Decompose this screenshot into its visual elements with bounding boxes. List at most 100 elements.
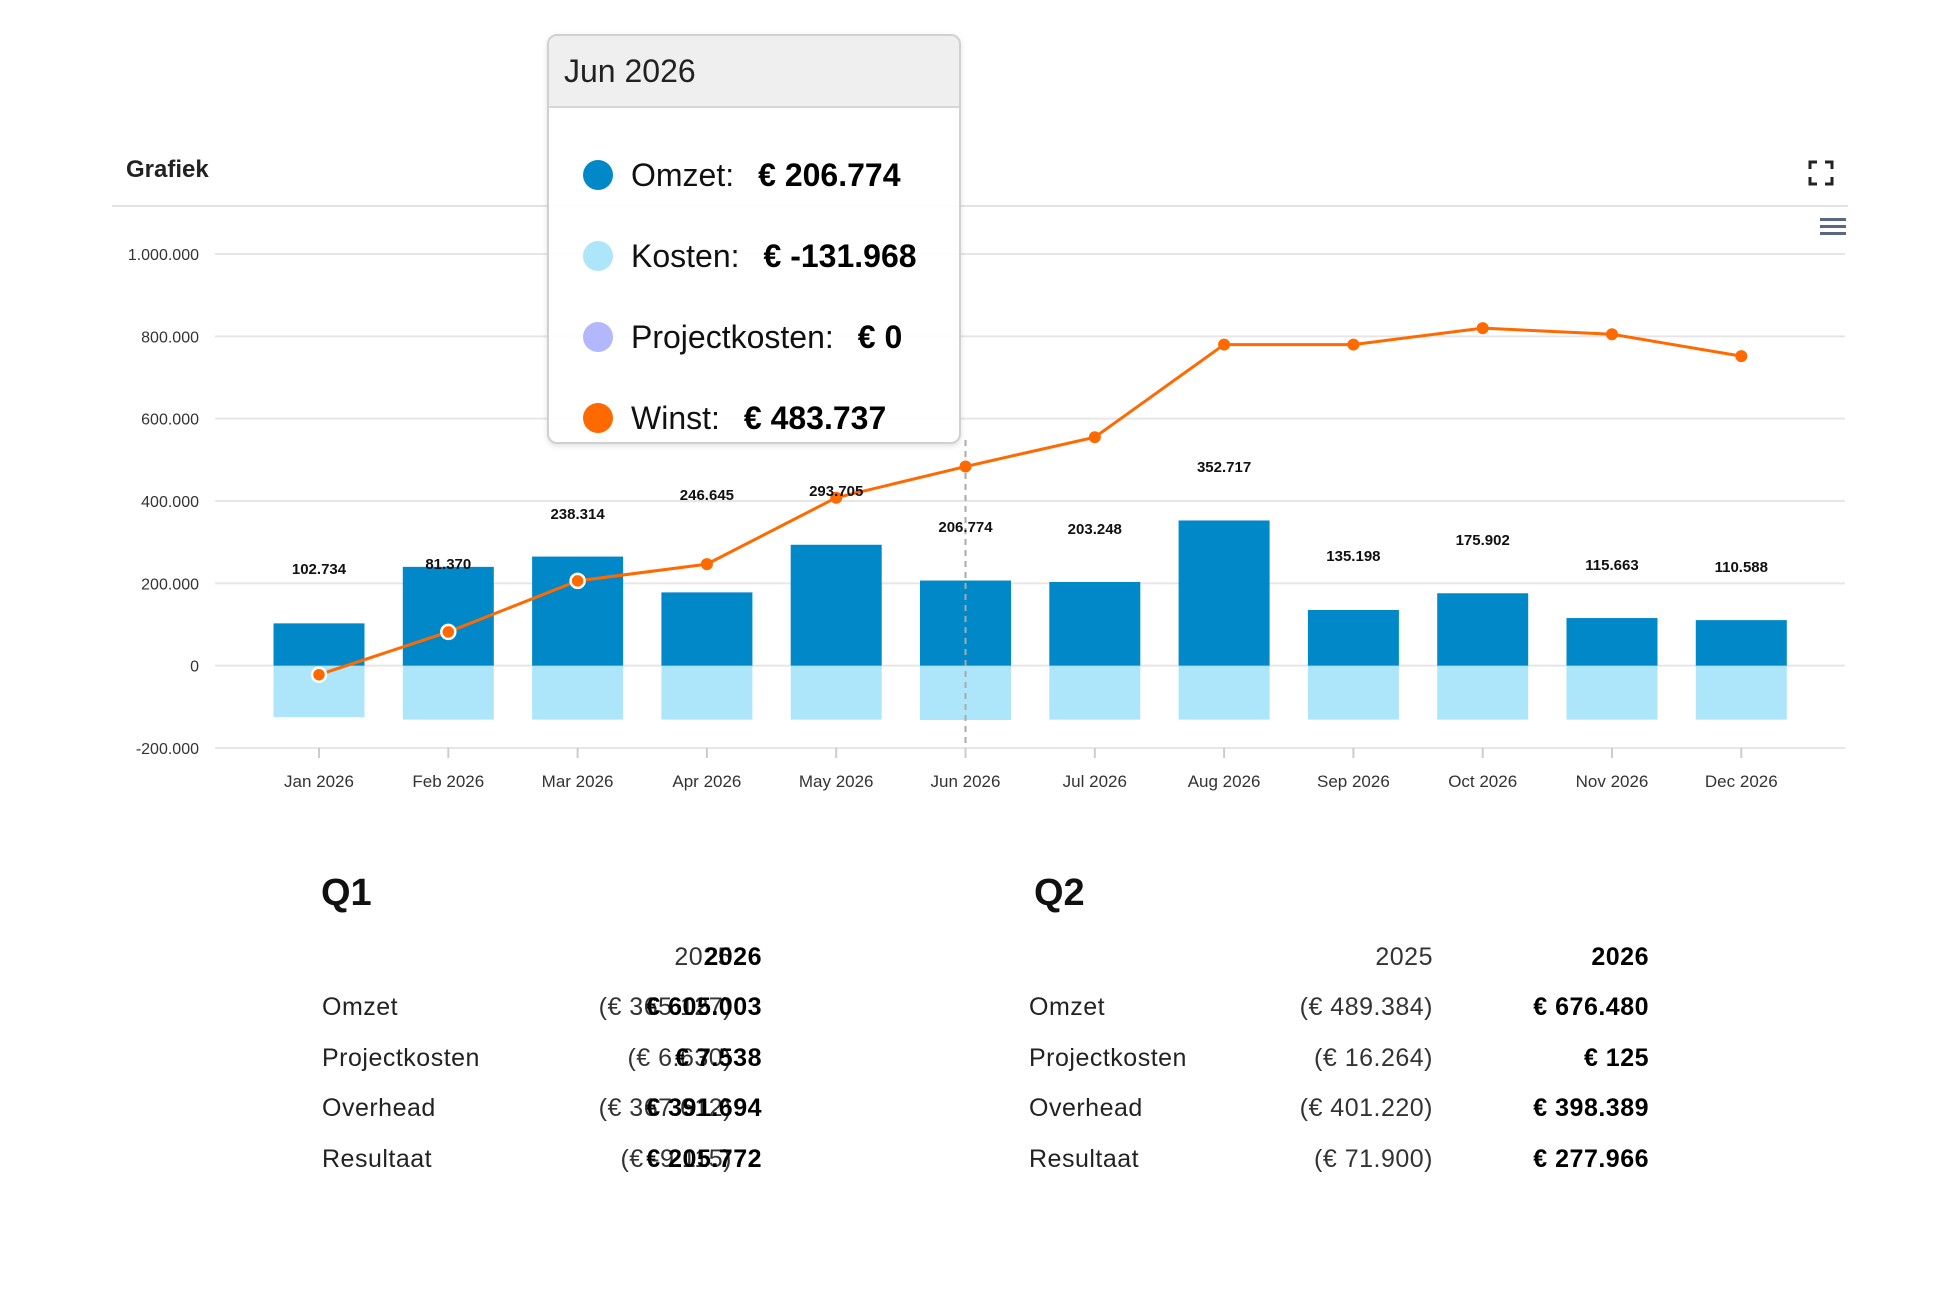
- x-tick-label: Feb 2026: [412, 772, 484, 791]
- data-label: 352.717: [1197, 459, 1251, 476]
- winst-point: [440, 623, 457, 641]
- tooltip-label: Kosten:: [631, 237, 740, 274]
- row-prev-value: (€ 365.127): [598, 993, 732, 1021]
- tooltip-value: € 483.737: [743, 399, 887, 436]
- expand-icon[interactable]: [1806, 158, 1836, 188]
- x-tick-label: May 2026: [799, 772, 874, 791]
- row-label: Overhead: [1029, 1094, 1143, 1122]
- omzet-bar: [1566, 618, 1658, 666]
- kosten-bar: [790, 665, 882, 720]
- tooltip-row-kosten: Kosten: € -131.968: [583, 236, 917, 276]
- col-header-prev-year: 2025: [674, 943, 732, 971]
- omzet-dot-icon: [583, 160, 613, 190]
- winst-point: [1088, 431, 1101, 444]
- y-tick-label: 0: [190, 659, 199, 676]
- data-label: 246.645: [680, 487, 734, 504]
- omzet-bar: [1049, 581, 1141, 666]
- row-label: Projectkosten: [322, 1044, 480, 1072]
- tooltip-value: € 0: [857, 318, 903, 355]
- x-tick-label: Jun 2026: [931, 772, 1001, 791]
- omzet-bar: [1307, 610, 1399, 666]
- kosten-bar: [1178, 665, 1270, 720]
- y-tick-label: 1.000.000: [128, 247, 199, 264]
- table-header-row: 2025 2026: [1029, 943, 1649, 977]
- x-tick-label: Jan 2026: [284, 772, 354, 791]
- col-header-curr-year: 2026: [704, 943, 762, 971]
- data-label: 102.734: [292, 561, 347, 578]
- x-tick-label: Sep 2026: [1317, 772, 1390, 791]
- row-label: Projectkosten: [1029, 1044, 1187, 1072]
- data-label: 81.370: [425, 556, 471, 573]
- omzet-bar: [661, 592, 753, 666]
- data-label: 175.902: [1456, 532, 1510, 549]
- y-tick-label: -200.000: [136, 741, 199, 758]
- x-tick-label: Jul 2026: [1063, 772, 1127, 791]
- omzet-bar: [1437, 593, 1529, 666]
- hamburger-menu-icon[interactable]: [1818, 214, 1848, 240]
- table-row: Omzet (€ 365.127) € 605.003: [322, 993, 942, 1027]
- row-prev-value: (€ 367.612): [598, 1094, 732, 1122]
- kosten-bar: [532, 665, 624, 720]
- winst-line: [318, 326, 1742, 677]
- row-curr-value: € 391.694: [646, 1094, 762, 1122]
- winst-point: [1218, 338, 1231, 351]
- winst-point: [700, 558, 713, 571]
- x-tick-label: Apr 2026: [672, 772, 741, 791]
- y-tick-label: 200.000: [141, 576, 199, 593]
- row-curr-value: € 398.389: [1533, 1094, 1649, 1122]
- row-label: Omzet: [322, 993, 399, 1021]
- x-tick-label: Oct 2026: [1448, 772, 1517, 791]
- row-prev-value: (€ 489.384): [1299, 993, 1433, 1021]
- kosten-bar: [1049, 665, 1141, 720]
- row-label: Omzet: [1029, 993, 1106, 1021]
- tooltip-value: € 206.774: [758, 156, 901, 193]
- row-curr-value: € 7.538: [675, 1044, 762, 1072]
- data-label: 293.705: [809, 483, 863, 500]
- table-row: Resultaat (€ -9.115) € 205.772: [322, 1145, 942, 1179]
- x-tick-label: Dec 2026: [1705, 772, 1778, 791]
- chart-tooltip: Jun 2026 Omzet: € 206.774 Kosten: € -131…: [547, 34, 961, 444]
- q1-title: Q1: [321, 872, 372, 914]
- kosten-bar: [1307, 665, 1399, 720]
- col-header-curr-year: 2026: [1591, 943, 1649, 971]
- winst-point: [569, 572, 586, 590]
- data-label: 238.314: [550, 506, 605, 523]
- data-label: 110.588: [1715, 559, 1768, 576]
- row-curr-value: € 277.966: [1533, 1145, 1649, 1173]
- table-row: Omzet (€ 489.384) € 676.480: [1029, 993, 1649, 1027]
- kosten-bar: [661, 665, 753, 720]
- row-label: Resultaat: [1029, 1145, 1140, 1173]
- q2-title: Q2: [1034, 872, 1085, 914]
- row-curr-value: € 605.003: [646, 993, 762, 1021]
- kosten-bar: [1695, 665, 1787, 720]
- row-prev-value: (€ 71.900): [1314, 1145, 1433, 1173]
- col-header-prev-year: 2025: [1375, 943, 1433, 971]
- data-label: 206.774: [938, 519, 993, 536]
- table-row: Overhead (€ 367.612) € 391.694: [322, 1094, 942, 1128]
- row-prev-value: (€ 16.264): [1314, 1044, 1433, 1072]
- omzet-bar: [1695, 620, 1787, 666]
- row-curr-value: € 676.480: [1533, 993, 1649, 1021]
- winst-point: [310, 666, 328, 683]
- tooltip-row-omzet: Omzet: € 206.774: [583, 155, 900, 195]
- kosten-bar: [1566, 665, 1658, 720]
- row-curr-value: € 205.772: [646, 1145, 762, 1173]
- data-label: 135.198: [1326, 548, 1380, 565]
- y-tick-label: 800.000: [141, 329, 199, 346]
- row-curr-value: € 125: [1583, 1044, 1649, 1072]
- y-tick-label: 600.000: [141, 412, 199, 429]
- winst-point: [1735, 350, 1748, 363]
- tooltip-label: Winst:: [631, 399, 720, 436]
- tooltip-label: Projectkosten:: [631, 318, 834, 355]
- winst-point: [959, 460, 972, 473]
- table-row: Resultaat (€ 71.900) € 277.966: [1029, 1145, 1649, 1179]
- x-tick-label: Aug 2026: [1188, 772, 1261, 791]
- omzet-bar: [402, 566, 494, 666]
- chart-panel-title: Grafiek: [126, 156, 209, 183]
- data-label: 115.663: [1585, 557, 1638, 574]
- winst-dot-icon: [583, 403, 613, 433]
- kosten-bar: [402, 665, 494, 720]
- projectkosten-dot-icon: [583, 322, 613, 352]
- row-label: Resultaat: [322, 1145, 433, 1173]
